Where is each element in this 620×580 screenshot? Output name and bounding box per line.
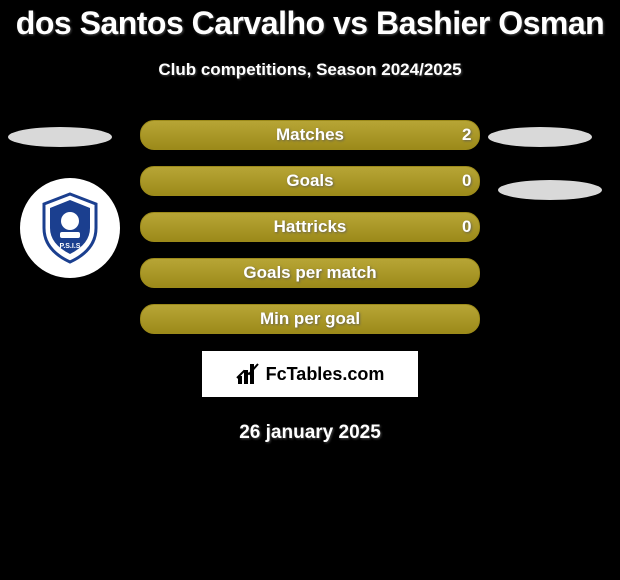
stat-bar (140, 166, 480, 196)
stat-bar (140, 120, 480, 150)
stat-bar (140, 258, 480, 288)
player-placeholder-ellipse (498, 180, 602, 200)
subtitle: Club competitions, Season 2024/2025 (0, 60, 620, 80)
player-placeholder-ellipse (8, 127, 112, 147)
brand-box: FcTables.com (202, 351, 418, 397)
club-crest-icon: P.S.I.S (30, 188, 110, 268)
bar-chart-icon (236, 362, 260, 386)
player-placeholder-ellipse (488, 127, 592, 147)
stat-bar (140, 304, 480, 334)
stat-row: Min per goal (0, 304, 620, 350)
page-title: dos Santos Carvalho vs Bashier Osman (0, 0, 620, 42)
brand-text: FcTables.com (266, 364, 385, 385)
svg-text:P.S.I.S: P.S.I.S (60, 243, 81, 250)
date-text: 26 january 2025 (0, 422, 620, 444)
club-badge: P.S.I.S (20, 178, 120, 278)
stat-bar (140, 212, 480, 242)
